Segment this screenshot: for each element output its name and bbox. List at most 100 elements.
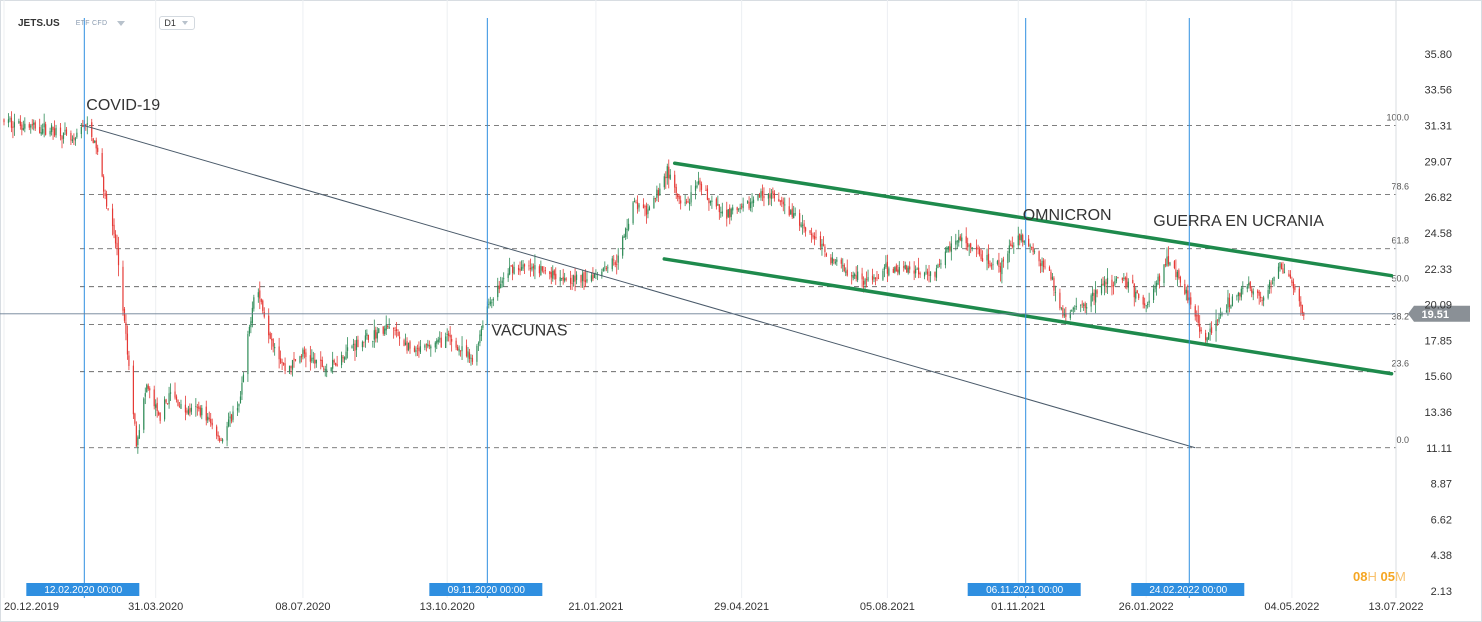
candle-body [272,339,274,347]
candle-body [593,273,596,278]
candle-body [1126,277,1128,287]
candle-body [40,132,42,135]
candle-body [281,361,283,364]
candle-body [636,202,639,210]
event-date-label: 06.11.2021 00:00 [986,585,1064,596]
candle-body [85,124,87,127]
candle-body [1132,279,1134,284]
candle-body [949,246,951,251]
candle-body [1199,323,1201,332]
candle-body [1288,273,1290,277]
candle-body [175,396,178,400]
candle-body [575,274,578,280]
candle-body [187,409,190,415]
candle-body [833,259,835,262]
candle-body [1301,304,1303,314]
candle-body [769,194,771,198]
candle-body [590,275,593,281]
candle-body [103,176,105,192]
candle-body [323,368,325,370]
candle-body [385,324,387,331]
candle-body [76,132,78,138]
candle-body [1008,245,1010,254]
candle-body [1127,281,1129,288]
candle-body [393,327,395,329]
candle-body [1112,285,1115,287]
fibonacci-retracement[interactable]: 100.0 78.6 61.8 50.0 38.2 23.6 0.0 [80,113,1409,449]
candle-body [635,202,637,204]
candle-body [251,307,253,323]
candle-body [784,204,786,206]
symbol-dropdown-icon[interactable] [117,20,126,26]
candle-body [97,147,99,152]
candle-body [373,330,375,340]
y-tick-label: 17.85 [1424,335,1452,347]
candle-body [522,264,524,269]
candle-body [663,176,665,188]
candle-body [968,245,970,247]
candle-body [238,403,240,407]
candle-body [998,259,1000,268]
candle-body [919,273,921,275]
candle-body [752,199,755,204]
candle-body [1135,291,1137,299]
candle-body [111,208,114,227]
candle-body [549,271,551,275]
candle-body [210,418,212,424]
candle-body [1196,315,1198,317]
candle-body [1277,266,1280,279]
y-tick-label: 35.80 [1424,49,1452,61]
candle-body [543,271,545,273]
candle-body [633,200,636,203]
candle-body [709,200,712,204]
event-lines[interactable]: 12.02.2020 00:00 COVID-19 09.11.2020 00:00… [26,18,1324,598]
y-tick-label: 2.13 [1431,586,1452,598]
candle-body [419,346,422,353]
candle-body [43,123,45,128]
fib-level-label: 61.8 [1391,236,1409,246]
candle-body [501,280,503,284]
candle-body [632,202,634,224]
candle-body [250,321,252,328]
candle-body [923,272,926,277]
candle-body [1105,282,1107,285]
symbol-name[interactable]: JETS.US [18,17,60,29]
fib-level-label: 38.2 [1391,312,1409,322]
candle-body [488,304,490,305]
candle-body [929,271,932,276]
candle-body [1019,233,1021,241]
candle-body [611,258,613,270]
candle-body [822,243,825,246]
candle-body [384,328,386,334]
candle-body [550,272,552,278]
candle-body [418,347,420,351]
candle-body [956,241,958,243]
candle-body [434,342,436,348]
candle-body [555,273,557,280]
candle-countdown: 08H 05M [1353,569,1406,584]
candle-body [165,399,167,403]
candle-body [303,349,306,354]
candle-body [21,124,23,130]
candle-body [1093,292,1095,301]
candle-body [1148,300,1150,304]
candle-body [950,243,952,252]
timeframe-select[interactable]: D1 [159,16,195,30]
candle-body [791,208,793,217]
candle-body [938,264,941,265]
candle-body [761,191,764,196]
candle-body [455,340,457,348]
drawn-lines[interactable] [84,125,1394,449]
candle-body [471,357,474,362]
candle-body [302,349,304,357]
candle-body [1237,292,1239,296]
candle-body [268,315,270,336]
candle-body [773,193,775,199]
candle-body [989,263,991,267]
candle-body [965,236,967,244]
candle-body [31,124,33,126]
candle-body [1145,305,1147,307]
candle-body [477,343,480,345]
candle-body [708,198,710,204]
